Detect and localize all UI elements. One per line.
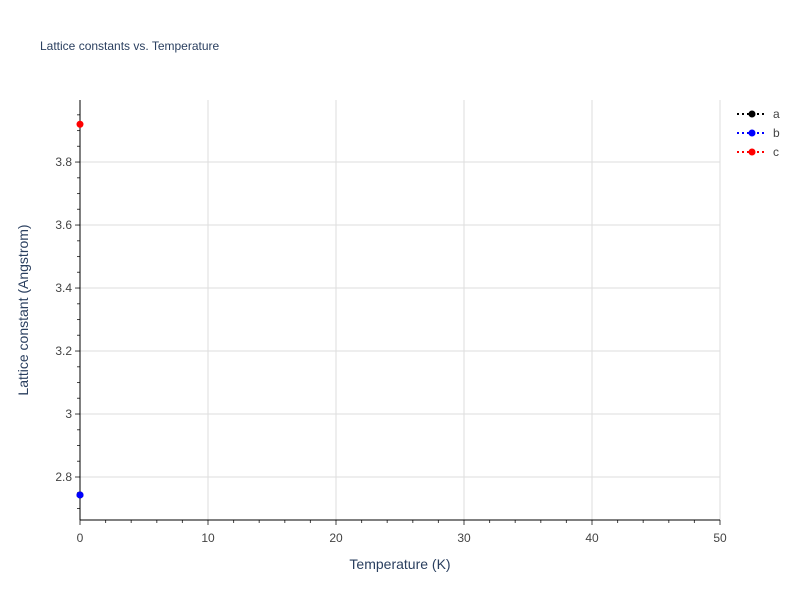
legend-label-a: a [773, 107, 780, 121]
x-tick-label: 0 [77, 531, 84, 545]
y-tick-label: 3.6 [55, 218, 72, 232]
chart-title: Lattice constants vs. Temperature [40, 39, 220, 53]
legend-marker-a [748, 110, 756, 118]
data-point-b [76, 491, 84, 499]
data-point-c [76, 120, 84, 128]
y-tick-label: 3.4 [55, 281, 72, 295]
y-axis-label: Lattice constant (Angstrom) [15, 224, 31, 395]
x-tick-label: 40 [585, 531, 599, 545]
x-tick-label: 50 [713, 531, 727, 545]
legend-label-b: b [773, 126, 780, 140]
y-tick-label: 2.8 [55, 470, 72, 484]
y-tick-label: 3.2 [55, 344, 72, 358]
x-tick-label: 10 [201, 531, 215, 545]
legend-label-c: c [773, 145, 779, 159]
y-tick-label: 3 [65, 407, 72, 421]
y-tick-label: 3.8 [55, 155, 72, 169]
x-axis-label: Temperature (K) [349, 556, 450, 572]
x-tick-label: 20 [329, 531, 343, 545]
x-tick-label: 30 [457, 531, 471, 545]
legend-marker-c [748, 148, 756, 156]
legend-marker-b [748, 129, 756, 137]
